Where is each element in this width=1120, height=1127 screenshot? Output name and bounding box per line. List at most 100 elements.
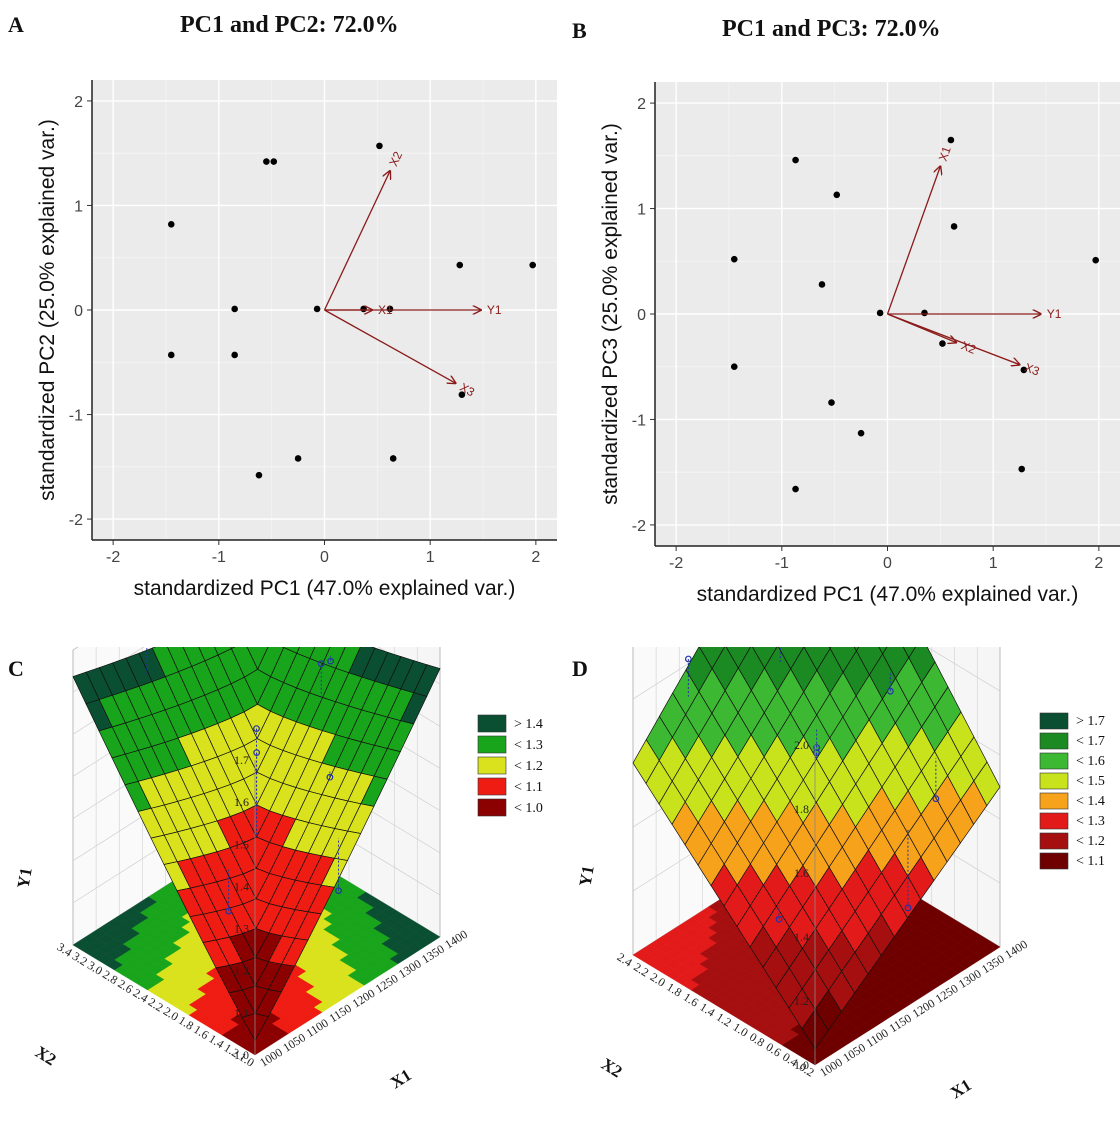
panel-letter-d: D [572,656,588,681]
data-point [730,363,738,371]
data-point [857,429,865,437]
data-point [947,136,955,144]
loading-label: Y1 [487,303,502,317]
x-tick-label: 2 [1094,555,1103,572]
z-axis-title: Y1 [13,866,35,890]
x2-tick-label: 3.2 [70,949,90,969]
x-tick-label: -1 [775,555,789,572]
legend-swatch [1039,832,1069,850]
x-tick-label: 0 [883,555,892,572]
x-axis-title: standardized PC1 (47.0% explained var.) [697,583,1079,606]
x2-tick-label: 0.8 [747,1030,767,1050]
loading-label: Y1 [1047,307,1062,321]
y-tick-label: -2 [632,518,646,535]
legend-label: < 1.5 [1076,774,1105,789]
surface-mesh-cell [878,647,888,655]
data-point [313,305,321,313]
data-point [294,455,302,462]
x-tick-label: -2 [106,549,120,566]
legend-swatch [477,777,507,796]
x2-tick-label: 2.0 [161,1004,181,1024]
x2-tick-label: 3.4 [55,940,75,960]
data-point [255,471,263,479]
x2-axis-title: X2 [32,1042,60,1069]
panel-letter-c: C [8,656,24,681]
y-tick-label: 0 [637,307,646,324]
x2-tick-label: 2.4 [615,950,635,970]
x-tick-label: 0 [320,549,329,566]
observed-point [225,907,233,915]
z-tick-label: 1.6 [794,866,809,880]
z-tick-label: 1.1 [234,1006,249,1020]
loading-arrow [887,313,1020,365]
observed-point [317,660,325,668]
data-point [921,309,928,317]
y-tick-label: 0 [74,303,83,320]
z-tick-label: 1.0 [234,1048,249,1062]
legend-label: < 1.0 [514,801,543,816]
x2-tick-label: 0.4 [780,1050,800,1070]
x2-tick-label: 1.6 [191,1022,211,1042]
observed-point [932,795,940,803]
y-tick-label: -2 [69,512,83,529]
legend-swatch [477,756,507,775]
x-tick-label: -1 [212,549,226,566]
data-point [876,309,884,317]
z-tick-label: 1.2 [794,994,809,1008]
data-point [792,156,799,164]
z-tick-label: 1.4 [794,930,809,944]
legend-label: < 1.2 [514,759,543,774]
observed-point [886,687,894,695]
x2-tick-label: 1.2 [714,1010,734,1030]
x1-tick-label: 1400 [1002,937,1030,962]
loading-label: X3 [457,380,477,400]
legend-swatch [477,714,507,733]
y-axis-title: standardized PC2 (25.0% explained var.) [36,119,59,501]
observed-point [684,655,692,663]
loading-arrow [886,166,941,315]
y-tick-label: -1 [632,412,646,429]
data-point [270,158,278,165]
x1-axis-title: X1 [947,1075,975,1102]
legend-swatch [1039,752,1069,770]
x2-tick-label: 2.2 [631,960,651,980]
y-tick-label: -1 [69,408,83,425]
loading-arrow [324,309,456,383]
observed-point [813,744,821,751]
data-point [939,340,946,347]
x1-axis-title: X1 [387,1065,415,1092]
data-point [360,305,367,313]
z-axis-title: Y1 [575,864,597,888]
z-tick-label: 2.0 [794,738,809,752]
legend-label: < 1.6 [1076,754,1105,769]
observed-point [253,725,260,732]
x-tick-label: 1 [426,549,435,566]
observed-point [326,773,334,781]
surface-plot-d: 1.01.21.41.61.82.0Y110001050110011501200… [575,647,1105,1102]
observed-point [253,749,261,756]
z-tick-label: 1.2 [234,964,249,978]
legend-swatch [1039,852,1069,870]
observed-point [327,657,335,665]
loading-label: X2 [386,149,405,169]
y-tick-label: 2 [74,94,83,111]
x2-tick-label: 3.0 [85,958,105,978]
panel-letter-b: B [572,18,587,43]
observed-point [335,887,342,895]
data-point [1018,465,1026,473]
x1-tick-label: 1400 [442,927,470,952]
legend-swatch [1039,772,1069,790]
data-point [833,191,841,199]
panel-title-b: PC1 and PC3: 72.0% [722,16,941,42]
y-tick-label: 1 [637,202,646,219]
legend-label: > 1.4 [514,717,543,732]
x2-tick-label: 2.6 [115,976,135,996]
data-point [1092,256,1099,264]
x2-tick-label: 2.2 [146,995,166,1015]
data-point [231,305,238,313]
data-point [828,399,835,406]
x2-tick-label: 1.4 [697,1000,717,1020]
legend-label: < 1.4 [1076,794,1105,809]
x-axis-title: standardized PC1 (47.0% explained var.) [134,577,516,600]
